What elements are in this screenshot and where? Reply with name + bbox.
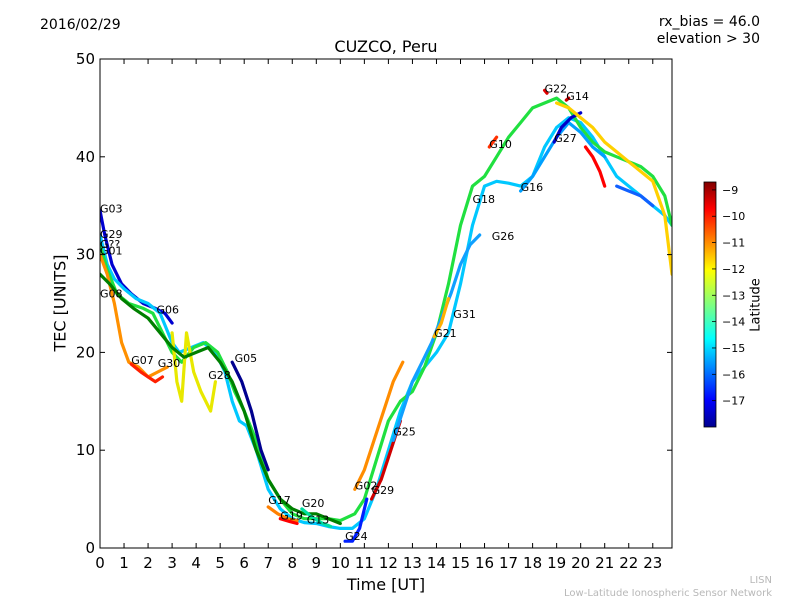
satellite-label: G17 — [268, 494, 291, 507]
series-trace-15 — [432, 297, 451, 339]
x-tick-label: 16 — [475, 554, 494, 572]
satellite-label: G13 — [307, 514, 330, 527]
satellite-label: G05 — [235, 352, 258, 365]
elevation-label: elevation > 30 — [656, 31, 760, 47]
y-tick-label: 20 — [76, 343, 95, 361]
x-tick-label: 4 — [191, 554, 201, 572]
colorbar-tick-label: −10 — [722, 210, 745, 223]
satellite-label: G30 — [158, 357, 181, 370]
satellite-label: G?? — [100, 238, 120, 251]
satellite-label: G07 — [131, 354, 154, 367]
x-tick-label: 6 — [239, 554, 249, 572]
colorbar-tick-label: −9 — [722, 184, 738, 197]
credit: LISN Low-Latitude Ionospheric Sensor Net… — [564, 574, 772, 600]
x-tick-label: 0 — [95, 554, 105, 572]
chart-title: CUZCO, Peru — [334, 37, 438, 56]
satellite-label: G03 — [100, 203, 123, 216]
x-tick-label: 22 — [619, 554, 638, 572]
x-tick-label: 20 — [571, 554, 590, 572]
satellite-label: G01 — [100, 245, 123, 258]
credit-short: LISN — [749, 575, 772, 586]
x-tick-label: 15 — [451, 554, 470, 572]
x-tick-label: 17 — [499, 554, 518, 572]
series-trace-19 — [564, 96, 571, 102]
rx-bias-label: rx_bias = 46.0 — [658, 14, 760, 30]
colorbar-tick-label: −16 — [722, 368, 745, 381]
x-tick-label: 18 — [523, 554, 542, 572]
x-tick-label: 9 — [312, 554, 322, 572]
satellite-label: G27 — [554, 132, 577, 145]
satellite-label: G14 — [566, 90, 589, 103]
x-tick-label: 11 — [355, 554, 374, 572]
x-tick-label: 1 — [119, 554, 129, 572]
series-trace-8 — [266, 505, 299, 523]
x-tick-label: 13 — [403, 554, 422, 572]
x-tick-label: 21 — [595, 554, 614, 572]
series-trace-5 — [170, 331, 217, 413]
colorbar — [703, 181, 717, 428]
series-trace-9 — [278, 517, 299, 526]
series-trace-11 — [353, 360, 405, 491]
satellite-label: G31 — [453, 308, 476, 321]
x-tick-label: 5 — [215, 554, 225, 572]
satellite-label: G10 — [489, 138, 512, 151]
series-trace-13 — [343, 497, 369, 543]
colorbar-tick-label: −11 — [722, 237, 745, 250]
satellite-label: G29 — [100, 228, 123, 241]
series-trace-18 — [543, 88, 549, 95]
satellite-label: G20 — [302, 497, 325, 510]
series-trace-4 — [129, 362, 165, 384]
colorbar-tick-label: −13 — [722, 289, 745, 302]
x-tick-label: 19 — [547, 554, 566, 572]
satellite-label: G06 — [157, 303, 180, 316]
satellite-label: G24 — [345, 530, 368, 543]
colorbar-tick-label: −14 — [722, 316, 745, 329]
satellite-label: G22 — [545, 82, 568, 95]
satellite-label: G29 — [372, 484, 395, 497]
series-trace-7 — [230, 360, 270, 472]
x-tick-label: 8 — [287, 554, 297, 572]
x-tick-label: 7 — [263, 554, 273, 572]
colorbar-label: Latitude — [748, 278, 764, 332]
y-tick-label: 0 — [85, 539, 95, 557]
satellite-label: G25 — [393, 426, 416, 439]
colorbar-tick-label: −15 — [722, 342, 745, 355]
x-tick-label: 10 — [331, 554, 350, 572]
series-trace-16 — [487, 135, 499, 149]
satellite-label: G16 — [521, 181, 544, 194]
y-tick-label: 10 — [76, 441, 95, 459]
satellite-label: G02 — [355, 479, 378, 492]
credit-long: Low-Latitude Ionospheric Sensor Network — [564, 588, 772, 599]
x-tick-label: 3 — [167, 554, 177, 572]
y-tick-label: 40 — [76, 148, 95, 166]
x-tick-label: 12 — [379, 554, 398, 572]
satellite-label: G08 — [100, 288, 123, 301]
series-trace-6 — [100, 272, 342, 526]
series-trace-17 — [519, 121, 607, 193]
y-tick-label: 30 — [76, 246, 95, 264]
series-trace-22 — [555, 101, 672, 276]
plot-frame — [99, 58, 673, 549]
x-tick-label: 14 — [427, 554, 446, 572]
x-tick-label: 2 — [143, 554, 153, 572]
colorbar-tick-label: −12 — [722, 263, 745, 276]
satellite-label: G26 — [492, 230, 515, 243]
satellite-label: G28 — [208, 369, 231, 382]
satellite-label: G19 — [280, 510, 303, 523]
series-trace-21 — [583, 145, 607, 188]
date-label: 2016/02/29 — [40, 17, 121, 33]
colorbar-tick-label: −17 — [722, 395, 745, 408]
series-trace-23 — [615, 184, 655, 208]
satellite-label: G18 — [473, 193, 496, 206]
y-axis-label: TEC [UNITS] — [50, 254, 70, 352]
bias-info: rx_bias = 46.0 elevation > 30 — [657, 14, 760, 48]
x-axis-label: Time [UT] — [346, 575, 426, 594]
x-tick-label: 23 — [643, 554, 662, 572]
series-trace-10 — [300, 507, 333, 529]
y-tick-label: 50 — [76, 50, 95, 68]
satellite-label: G21 — [434, 327, 457, 340]
